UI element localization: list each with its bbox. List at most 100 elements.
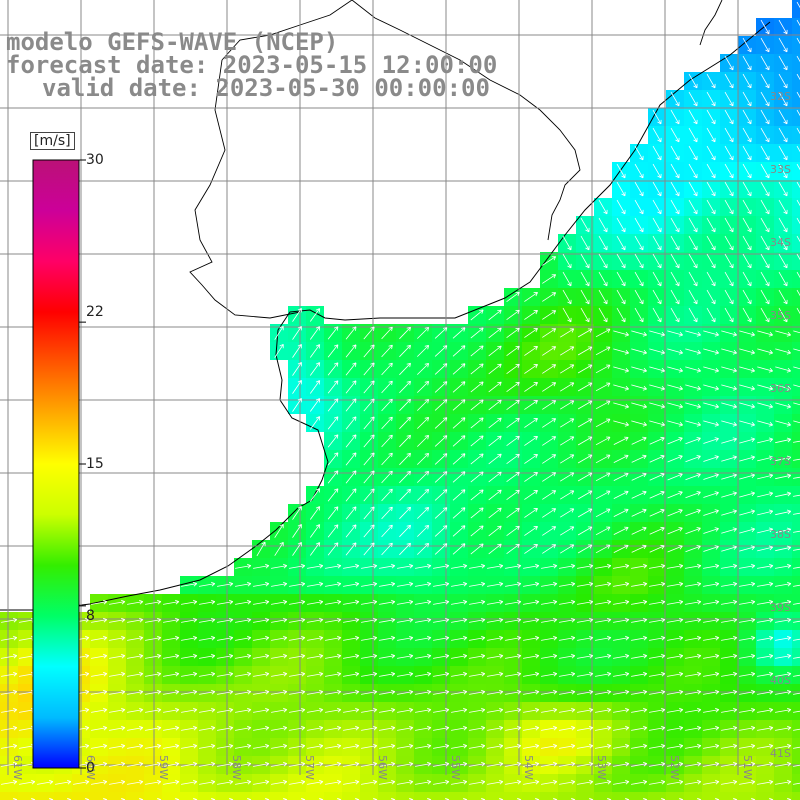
wind-arrow — [192, 797, 198, 800]
wind-cell — [18, 792, 36, 800]
wind-arrow — [775, 653, 792, 659]
wind-arrow — [469, 707, 486, 713]
wind-arrow — [721, 725, 738, 731]
wind-cell — [684, 792, 702, 800]
wind-arrow — [542, 454, 557, 464]
wind-arrow — [363, 506, 375, 520]
wind-arrow — [343, 617, 360, 623]
wind-arrow — [217, 599, 234, 605]
wind-arrow — [580, 217, 590, 233]
wind-arrow — [163, 617, 180, 623]
wind-arrow — [778, 163, 788, 179]
wind-arrow — [289, 581, 306, 587]
wind-arrow — [307, 743, 324, 749]
land-border-3 — [699, 0, 723, 46]
wind-arrow — [742, 199, 752, 215]
wind-arrow — [757, 635, 774, 641]
wind-arrow — [577, 671, 594, 677]
wind-arrow — [688, 73, 698, 89]
wind-arrow — [685, 545, 701, 553]
wind-arrow — [775, 384, 791, 391]
wind-arrow — [667, 725, 684, 731]
wind-arrow — [559, 689, 576, 695]
wind-arrow — [433, 707, 450, 713]
wind-arrow — [433, 761, 450, 767]
wind-arrow — [309, 506, 321, 520]
wind-arrow — [595, 400, 611, 410]
wind-arrow — [327, 506, 339, 520]
wind-arrow — [634, 235, 644, 251]
lon-label: 57W — [303, 755, 316, 780]
wind-arrow — [542, 274, 557, 284]
wind-arrow — [739, 384, 755, 391]
wind-arrow — [559, 454, 575, 464]
wind-arrow — [271, 725, 288, 731]
wind-arrow — [670, 181, 680, 197]
wind-arrow — [796, 91, 800, 99]
wind-cell — [648, 792, 666, 800]
wind-arrow — [793, 330, 800, 334]
wind-cell — [504, 792, 522, 800]
wind-arrow — [488, 525, 502, 537]
wind-arrow — [559, 563, 576, 569]
lat-label: 36S — [770, 382, 791, 395]
wind-arrow — [631, 599, 648, 605]
wind-arrow — [577, 382, 593, 392]
wind-arrow — [451, 779, 468, 785]
wind-arrow — [688, 307, 698, 323]
wind-arrow — [688, 91, 698, 107]
wind-arrow — [91, 725, 108, 731]
wind-arrow — [634, 199, 644, 215]
wind-arrow — [469, 617, 486, 623]
wind-arrow — [433, 617, 450, 623]
wind-arrow — [345, 488, 357, 502]
wind-arrow — [524, 364, 538, 374]
wind-arrow — [649, 653, 666, 659]
wind-arrow — [470, 309, 484, 321]
wind-arrow — [434, 381, 448, 393]
wind-arrow — [793, 602, 800, 605]
wind-arrow — [652, 145, 662, 161]
wind-arrow — [613, 671, 630, 677]
wind-arrow — [667, 689, 684, 695]
wind-arrow — [524, 508, 538, 518]
lon-label: 56W — [376, 755, 389, 780]
wind-arrow — [325, 761, 342, 767]
wind-arrow — [613, 689, 630, 695]
wind-arrow — [631, 472, 647, 481]
wind-arrow — [452, 471, 466, 483]
wind-arrow — [433, 725, 450, 731]
wind-arrow — [417, 453, 430, 465]
wind-arrow — [109, 743, 126, 749]
wind-arrow — [1, 689, 18, 695]
legend-unit: [m/s] — [30, 132, 75, 150]
wind-arrow — [757, 671, 774, 677]
wind-arrow — [775, 455, 792, 462]
wind-arrow — [327, 470, 339, 484]
wind-arrow — [685, 437, 701, 445]
wind-arrow — [217, 743, 234, 749]
wind-arrow — [796, 1, 800, 9]
wind-arrow — [381, 506, 393, 520]
wind-arrow — [760, 55, 770, 71]
wind-cell — [792, 90, 800, 108]
wind-arrow — [721, 671, 738, 677]
wind-arrow — [361, 581, 378, 587]
wind-arrow — [613, 617, 630, 623]
title-forecast-date: forecast date: 2023-05-15 12:00:00 — [6, 51, 498, 79]
wind-arrow — [750, 797, 756, 800]
wind-cell — [288, 792, 306, 800]
wind-arrow — [452, 489, 466, 501]
wind-arrow — [613, 454, 629, 463]
wind-arrow — [325, 599, 342, 605]
wind-arrow — [523, 563, 540, 569]
wind-arrow — [253, 689, 270, 695]
wind-cell — [252, 792, 270, 800]
wind-arrow — [343, 599, 360, 605]
wind-arrow — [235, 689, 252, 695]
wind-arrow — [616, 235, 626, 251]
wind-arrow — [595, 653, 612, 659]
wind-arrow — [451, 617, 468, 623]
wind-arrow — [325, 671, 342, 677]
wind-arrow — [685, 330, 701, 337]
